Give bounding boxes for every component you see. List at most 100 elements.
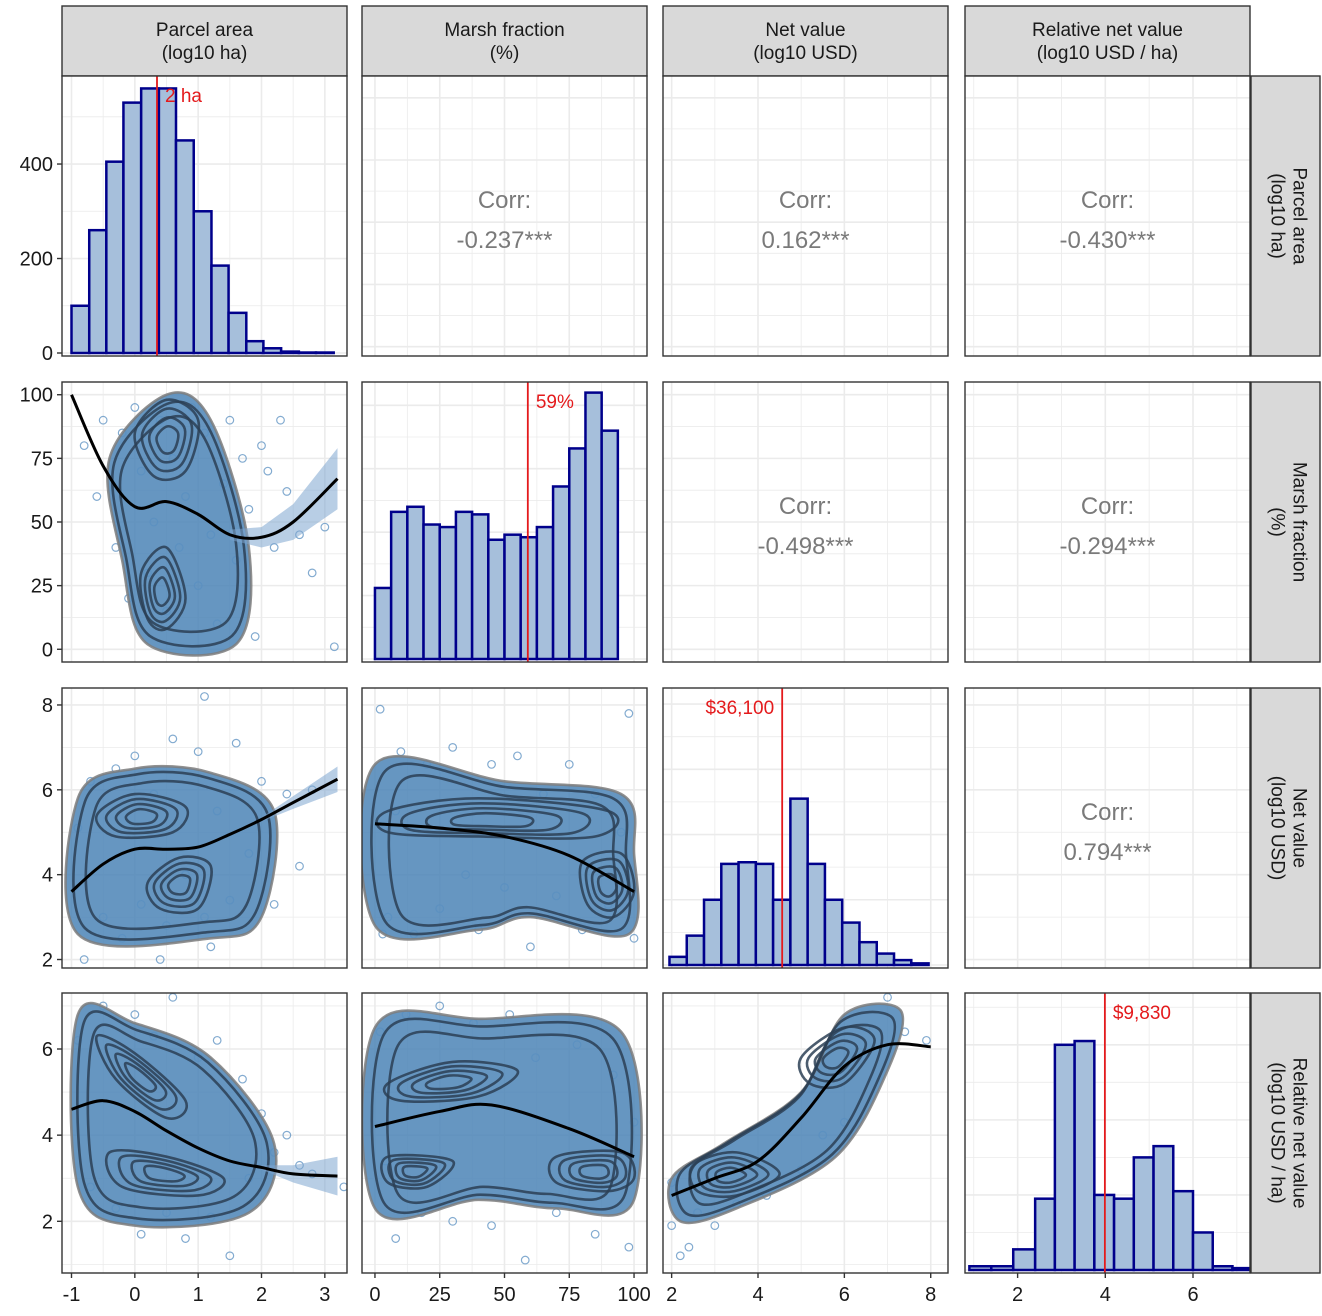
panel-border: [61, 992, 348, 1274]
scatter-point: [461, 870, 471, 880]
row-strip-marsh: Marsh fraction(%): [1250, 381, 1321, 663]
scatter-point: [130, 1010, 140, 1019]
column-strip-unit: (%): [490, 43, 520, 64]
panel-r3-c1: [361, 992, 648, 1274]
y-tick-label: 200: [20, 249, 53, 271]
scatter-point: [307, 568, 317, 578]
x-tick-label: 4: [1100, 1284, 1111, 1306]
panel-r2-c2: $36,100: [662, 687, 949, 969]
histogram-bar: [685, 934, 706, 967]
scatter-point: [263, 466, 273, 476]
density-contour: [145, 855, 213, 915]
scatter-point: [79, 441, 89, 451]
corr-label: Corr:: [478, 187, 531, 214]
scatter-point: [225, 1251, 235, 1261]
density-contour: [688, 1150, 781, 1199]
column-strip-bg: [61, 5, 348, 77]
density-contour: [386, 1030, 618, 1205]
density-contour: [590, 865, 624, 905]
histogram-bar: [702, 898, 723, 967]
scatter-point: [282, 1130, 292, 1140]
scatter-point: [212, 806, 222, 816]
scatter-point: [168, 734, 178, 744]
row-strip-unit: (%): [1267, 507, 1288, 537]
scatter-point: [155, 955, 165, 964]
density-contour: [557, 1154, 628, 1189]
panel-border: [361, 381, 648, 663]
histogram-bar: [789, 797, 809, 967]
scatter-point: [193, 747, 203, 757]
scatter-point: [624, 709, 634, 718]
x-tick-label: 3: [319, 1284, 330, 1306]
column-strip-bg: [662, 5, 949, 77]
scatter-point: [551, 891, 561, 901]
density-contour: [410, 1069, 489, 1095]
density-contour: [578, 850, 636, 919]
histogram-bar: [406, 505, 425, 661]
corr-label: Corr:: [1081, 799, 1134, 826]
density-contour: [449, 811, 535, 829]
median-label: 59%: [536, 392, 574, 413]
y-tick-label: 4: [42, 1125, 53, 1147]
scatter-point: [238, 1074, 247, 1084]
panel-content: [362, 1001, 643, 1265]
y-axis-row-1: 0 25 50 75 100: [20, 385, 62, 661]
point-cloud-fill: [362, 1010, 642, 1220]
panel-border: [361, 75, 648, 357]
gridlines: [362, 76, 647, 356]
row-strip-title: Net value: [1289, 788, 1310, 868]
scatter-point: [616, 827, 626, 837]
row-strip-title: Marsh fraction: [1289, 462, 1310, 582]
corr-label: Corr:: [779, 493, 832, 520]
density-contour: [69, 1001, 278, 1229]
panel-r1-c3: Corr: -0.294***: [964, 381, 1251, 663]
histogram-bar: [470, 513, 490, 661]
histogram-bar: [422, 523, 441, 661]
histogram-bar: [503, 533, 522, 661]
y-tick-label: 2: [42, 950, 53, 972]
panel-r2-c1: [361, 687, 648, 969]
density-contour: [547, 1149, 637, 1193]
scatter-point: [520, 1255, 530, 1265]
x-tick-label: 6: [839, 1284, 850, 1306]
column-strip-unit: (log10 USD / ha): [1037, 43, 1179, 64]
scatter-point: [435, 904, 445, 914]
row-strip-text: Marsh fraction(%): [1267, 462, 1310, 582]
panel-border: [964, 992, 1251, 1274]
histogram-bar: [157, 87, 178, 355]
density-contour: [110, 400, 248, 648]
scatter-point: [675, 1251, 685, 1261]
scatter-point: [136, 1229, 146, 1239]
histogram-bar: [1132, 1156, 1155, 1272]
scatter-point: [624, 1242, 634, 1252]
density-contour: [400, 801, 592, 836]
smooth-line: [70, 394, 339, 540]
density-contour: [697, 1156, 770, 1194]
panel-border: [662, 75, 949, 357]
density-contour: [401, 1164, 429, 1179]
scatter-point: [174, 543, 184, 552]
corr-value: -0.294***: [1059, 533, 1155, 560]
scatter-point: [684, 1242, 694, 1252]
scatter-point: [111, 1203, 121, 1213]
scatter-point: [269, 899, 279, 909]
row-strip-bg: [1250, 687, 1321, 969]
column-strip-bg: [964, 5, 1251, 77]
gridlines: [965, 382, 1250, 662]
scatter-point: [329, 642, 339, 652]
confidence-band: [261, 1156, 338, 1196]
panel-border: [361, 687, 648, 969]
histogram-bar: [87, 228, 108, 355]
scatter-point: [487, 1221, 496, 1231]
y-tick-label: 0: [42, 343, 53, 365]
median-label: 2 ha: [165, 86, 202, 107]
x-axis-col-net: 2 4 6 8: [666, 1273, 936, 1306]
histogram-bar: [892, 958, 913, 967]
density-contour: [382, 1060, 520, 1103]
scatter-point: [231, 738, 241, 748]
panel-content: Corr: 0.162***: [761, 187, 849, 254]
histogram-bar: [1172, 1189, 1195, 1272]
gridlines: [663, 76, 948, 356]
x-tick-label: 6: [1187, 1284, 1198, 1306]
panel-r0-c3: Corr: -0.430***: [964, 75, 1251, 357]
